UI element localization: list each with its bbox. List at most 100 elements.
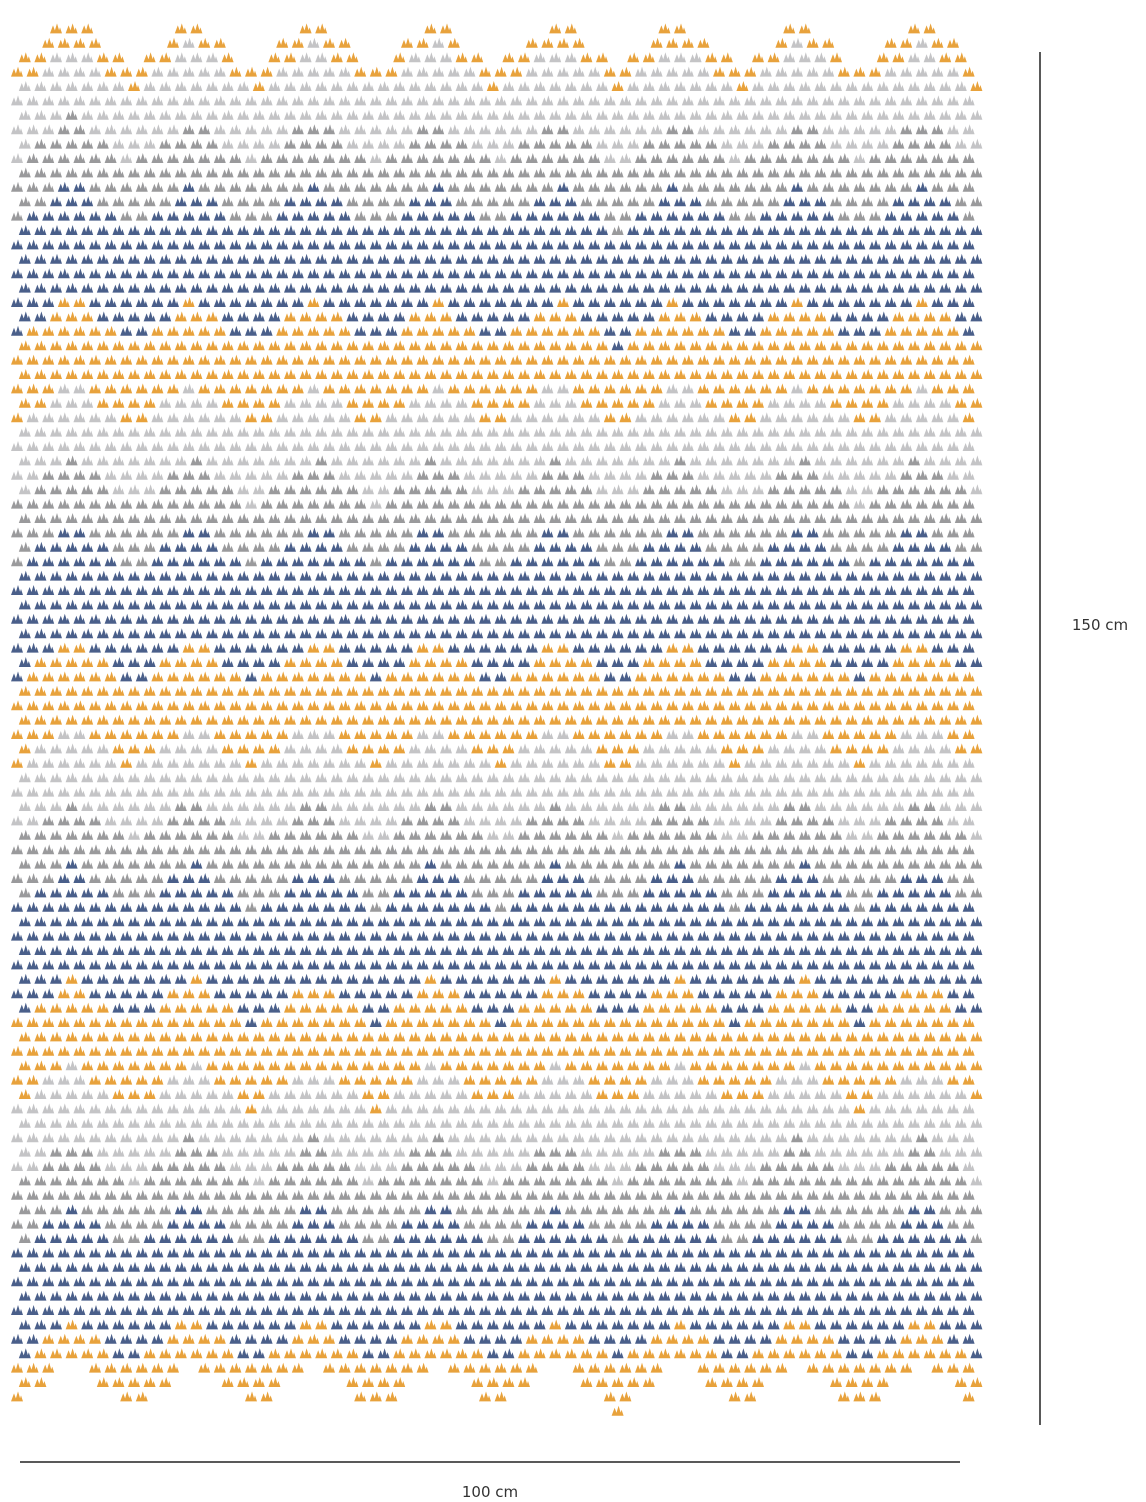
motif — [362, 772, 374, 783]
motif — [151, 239, 164, 250]
motif — [50, 81, 62, 91]
motif — [424, 81, 437, 91]
motif — [814, 196, 827, 207]
motif — [26, 325, 39, 336]
motif — [346, 1002, 359, 1013]
motif — [572, 1161, 585, 1171]
motif — [182, 815, 195, 826]
motif — [876, 225, 889, 235]
motif — [307, 1132, 320, 1143]
motif — [580, 426, 593, 437]
motif — [174, 599, 187, 610]
motif — [315, 801, 328, 811]
motif — [276, 642, 289, 653]
motif — [783, 340, 796, 351]
motif — [346, 1175, 359, 1186]
motif — [338, 729, 351, 739]
motif — [73, 1161, 86, 1171]
motif — [432, 441, 445, 451]
motif — [884, 959, 897, 970]
motif — [627, 138, 640, 149]
motif — [658, 858, 671, 869]
motif — [128, 340, 140, 351]
motif — [26, 498, 39, 509]
motif — [510, 844, 523, 855]
motif — [354, 1017, 367, 1027]
motif — [323, 1017, 335, 1027]
motif — [362, 1175, 374, 1186]
motif — [611, 743, 624, 754]
motif — [557, 383, 569, 394]
motif — [229, 1045, 242, 1056]
motif — [736, 1002, 749, 1013]
motif — [720, 1089, 733, 1099]
motif — [237, 369, 250, 379]
motif — [26, 873, 39, 883]
motif — [775, 700, 788, 711]
motif — [837, 642, 850, 653]
motif — [752, 253, 764, 264]
motif — [151, 959, 164, 970]
motif — [752, 541, 764, 552]
motif — [432, 297, 445, 307]
motif — [728, 1161, 741, 1171]
motif — [642, 801, 655, 811]
motif — [518, 570, 530, 581]
motif — [853, 297, 866, 307]
motif — [564, 1117, 577, 1128]
motif — [705, 1002, 718, 1013]
motif — [728, 268, 741, 279]
motif — [845, 570, 858, 581]
motif — [525, 959, 538, 970]
motif — [206, 570, 218, 581]
motif — [408, 311, 421, 322]
motif — [104, 297, 117, 307]
motif — [377, 282, 390, 293]
motif — [198, 815, 211, 826]
motif — [315, 599, 328, 610]
motif — [572, 37, 585, 48]
motif — [814, 1031, 827, 1042]
motif — [900, 37, 913, 48]
motif — [81, 743, 94, 754]
motif — [876, 513, 889, 523]
motif — [229, 556, 242, 567]
motif — [362, 628, 374, 639]
motif — [627, 541, 640, 552]
motif — [525, 1103, 538, 1114]
motif — [229, 1189, 242, 1200]
motif — [783, 167, 796, 178]
motif — [697, 556, 710, 567]
motif — [128, 225, 140, 235]
motif — [198, 153, 211, 163]
motif — [104, 1103, 117, 1114]
motif — [837, 325, 850, 336]
motif — [510, 412, 523, 423]
motif — [557, 585, 569, 595]
motif — [151, 844, 164, 855]
motif — [284, 599, 296, 610]
motif — [861, 138, 874, 149]
motif — [182, 556, 195, 567]
motif — [18, 1146, 31, 1157]
motif — [502, 167, 515, 178]
motif — [713, 930, 725, 941]
motif — [284, 397, 296, 408]
motif — [931, 527, 944, 538]
motif — [908, 973, 920, 984]
motif — [939, 311, 952, 322]
motif — [135, 210, 148, 221]
motif — [206, 253, 218, 264]
motif — [736, 397, 749, 408]
motif — [713, 66, 725, 77]
motif — [104, 181, 117, 192]
motif — [791, 585, 803, 595]
motif — [845, 1146, 858, 1157]
motif — [962, 786, 975, 797]
motif — [323, 1045, 335, 1056]
motif — [525, 354, 538, 365]
motif — [393, 397, 406, 408]
motif — [635, 959, 647, 970]
motif — [182, 498, 195, 509]
motif — [845, 369, 858, 379]
